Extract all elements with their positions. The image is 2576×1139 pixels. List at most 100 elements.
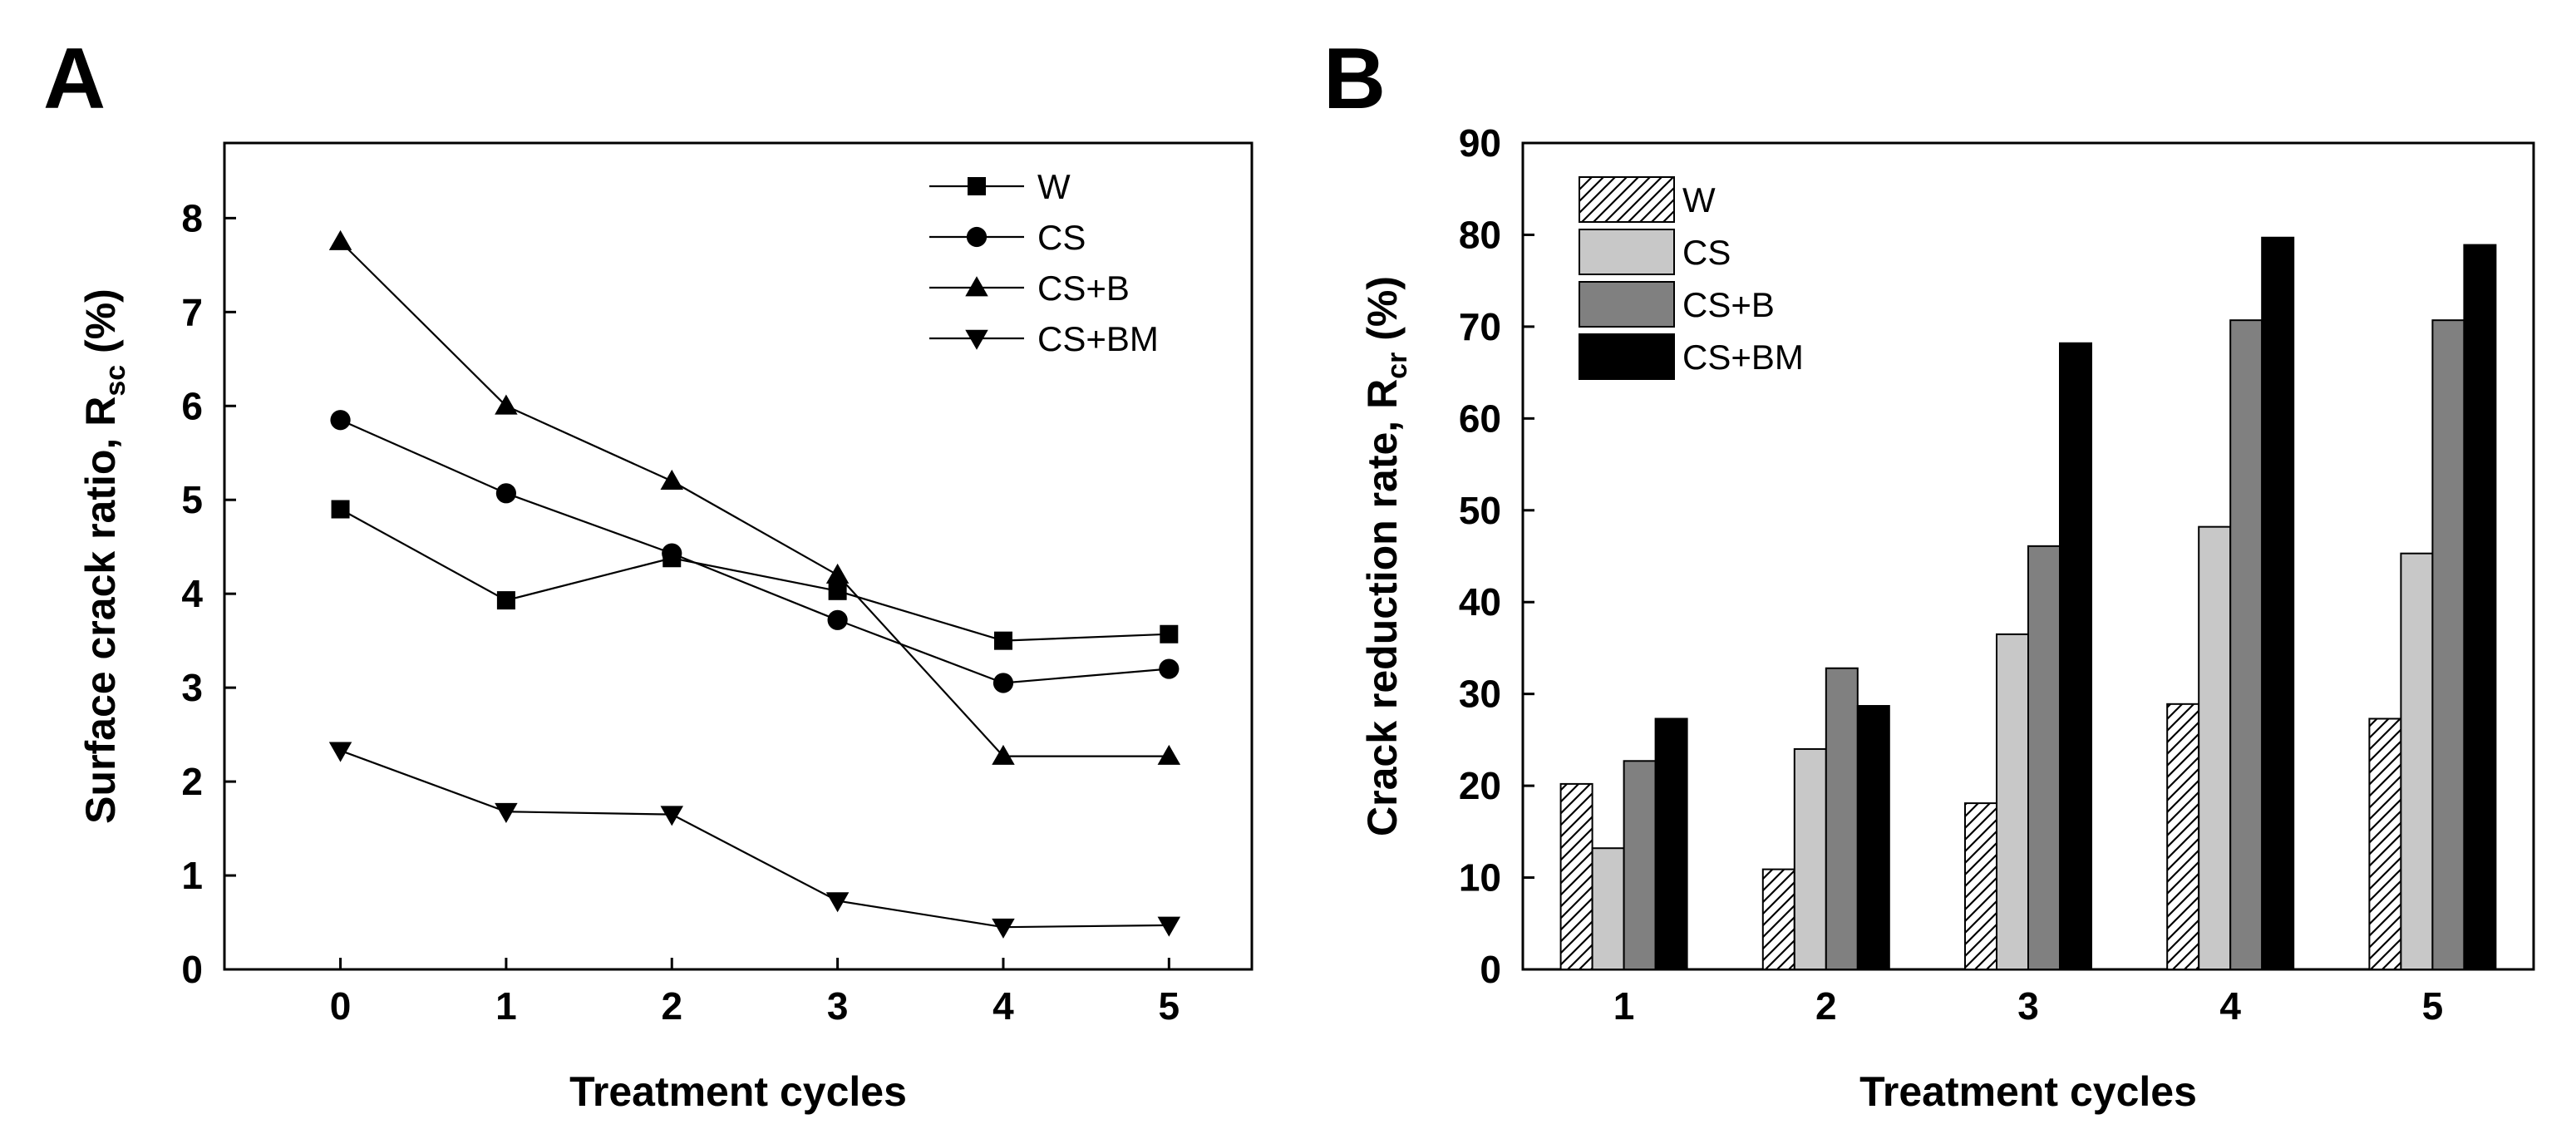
- y-axis-label-subscript: sc: [100, 365, 131, 397]
- y-tick-label: 40: [1459, 580, 1501, 624]
- bar: [2400, 552, 2434, 970]
- marker-square: [993, 631, 1012, 650]
- y-tick-label: 3: [181, 666, 203, 709]
- legend-label: CS+BM: [1037, 319, 1159, 358]
- marker-triangle-down: [660, 806, 684, 826]
- y-axis-label: Surface crack ratio, Rsc (%): [77, 288, 131, 824]
- marker-triangle-down: [965, 329, 988, 350]
- bar: [2431, 319, 2465, 970]
- marker-square: [968, 177, 986, 195]
- bar: [2166, 703, 2200, 970]
- x-tick-label: 4: [992, 984, 1014, 1028]
- marker-square: [331, 500, 350, 519]
- y-axis-label: Crack reduction rate, Rcr (%): [1359, 276, 1413, 836]
- marker-circle: [662, 543, 682, 564]
- marker-circle: [966, 226, 988, 248]
- y-tick-label: 2: [181, 760, 203, 803]
- bar: [1591, 847, 1625, 970]
- marker-triangle-up: [1157, 744, 1181, 765]
- marker-triangle-down: [328, 742, 352, 762]
- bar: [2229, 319, 2263, 970]
- bar: [1793, 747, 1827, 971]
- marker-triangle-up: [495, 394, 518, 415]
- x-tick-label: 5: [1159, 984, 1180, 1028]
- bar: [2368, 717, 2402, 971]
- panel-label: B: [1323, 31, 1386, 127]
- y-tick-label: 7: [181, 290, 203, 333]
- legend-label: W: [1682, 180, 1716, 219]
- bar: [1964, 802, 1997, 971]
- panel-label: A: [43, 31, 106, 127]
- y-tick-label: 70: [1459, 305, 1501, 348]
- marker-square: [828, 581, 847, 600]
- x-tick-label: 5: [2422, 984, 2444, 1028]
- marker-circle: [495, 483, 517, 504]
- bar: [2261, 236, 2295, 971]
- y-tick-label: 10: [1459, 856, 1501, 900]
- x-tick-label: 3: [2017, 984, 2039, 1028]
- y-axis-label-suffix: (%): [1359, 276, 1406, 353]
- bar: [1654, 717, 1688, 971]
- legend-swatch: [1579, 281, 1675, 328]
- x-tick-label: 2: [1815, 984, 1837, 1028]
- x-tick-label: 2: [661, 984, 682, 1028]
- legend-label: W: [1037, 167, 1071, 206]
- bar-chart-panel: 0 10 20 30 40 50 60 70 80 90 1 2 3 4 5 Treatment cycles…: [1359, 121, 2535, 1115]
- x-tick-label: 1: [495, 984, 517, 1028]
- legend-swatch: [1579, 229, 1675, 275]
- legend-label: CS: [1037, 218, 1086, 257]
- marker-circle: [827, 609, 848, 630]
- marker-triangle-up: [992, 744, 1015, 765]
- y-tick-label: 50: [1459, 489, 1501, 532]
- marker-triangle-up: [825, 563, 850, 584]
- marker-triangle-down: [992, 918, 1015, 939]
- marker-square: [496, 591, 515, 610]
- marker-triangle-up: [660, 469, 684, 490]
- x-tick-label: 1: [1613, 984, 1635, 1028]
- series-line: [340, 419, 1170, 684]
- y-axis-label-text: Crack reduction rate, R: [1359, 379, 1406, 836]
- plot-frame: [223, 141, 1254, 971]
- y-tick-label: 8: [181, 196, 203, 239]
- bar: [1996, 633, 2029, 971]
- marker-circle: [1159, 658, 1180, 679]
- bar: [2198, 525, 2232, 970]
- bar: [1623, 760, 1657, 971]
- x-tick-label: 3: [827, 984, 849, 1028]
- bar: [1825, 667, 1859, 971]
- x-tick-label: 0: [330, 984, 352, 1028]
- y-tick-label: 30: [1459, 673, 1501, 716]
- y-tick-label: 90: [1459, 121, 1501, 165]
- legend-label: CS+BM: [1682, 338, 1804, 377]
- legend-swatch: [1579, 176, 1675, 223]
- y-tick-label: 6: [181, 384, 203, 427]
- legend-swatch: [1579, 333, 1675, 380]
- marker-triangle-down: [495, 802, 518, 823]
- series-line: [340, 508, 1170, 642]
- y-tick-label: 1: [181, 854, 203, 897]
- x-axis-label: Treatment cycles: [569, 1068, 907, 1115]
- y-tick-label: 4: [181, 572, 203, 615]
- y-axis-label-suffix: (%): [77, 288, 124, 365]
- legend-label: CS+B: [1682, 285, 1775, 324]
- marker-triangle-down: [1157, 916, 1181, 937]
- marker-circle: [330, 410, 351, 431]
- y-tick-label: 20: [1459, 764, 1501, 807]
- x-tick-label: 4: [2219, 984, 2241, 1028]
- marker-square: [1160, 624, 1179, 643]
- bar: [1856, 705, 1890, 970]
- marker-triangle-up: [965, 276, 988, 297]
- y-tick-label: 80: [1459, 213, 1501, 256]
- series-line: [340, 749, 1170, 929]
- bar: [2463, 244, 2497, 970]
- x-axis-label: Treatment cycles: [1859, 1068, 2197, 1115]
- legend-label: CS+B: [1037, 269, 1130, 308]
- marker-triangle-up: [328, 229, 352, 250]
- y-axis-label-subscript: cr: [1382, 353, 1413, 379]
- y-tick-label: 0: [181, 948, 203, 991]
- y-axis-label-text: Surface crack ratio, R: [77, 397, 124, 824]
- bar: [2059, 342, 2092, 971]
- bar: [1559, 782, 1593, 970]
- marker-triangle-down: [825, 892, 850, 913]
